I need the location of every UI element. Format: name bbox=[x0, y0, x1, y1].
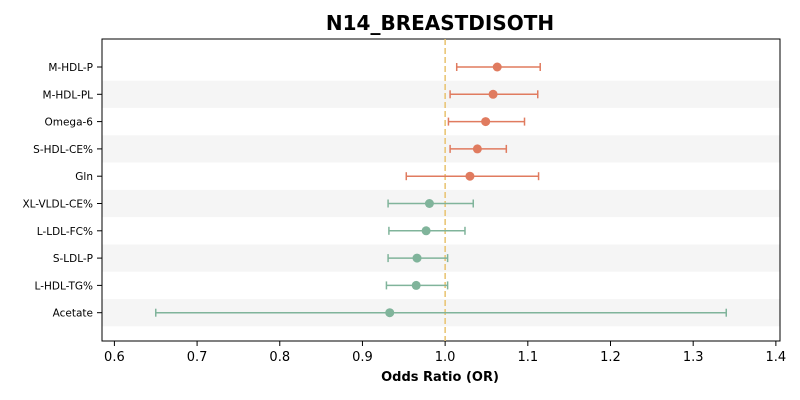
chart-title: N14_BREASTDISOTH bbox=[326, 11, 554, 35]
x-axis: 0.6 0.7 0.8 0.9 1.0 1.1 1.2 1.3 1.4 bbox=[104, 341, 786, 365]
x-tick-label: 1.3 bbox=[683, 350, 704, 365]
y-tick-label: M-HDL-P bbox=[48, 62, 93, 74]
or-point bbox=[421, 226, 431, 236]
forest-row bbox=[387, 253, 449, 263]
forest-row bbox=[154, 308, 728, 318]
data-rows bbox=[154, 62, 728, 318]
plot-frame bbox=[101, 38, 781, 342]
or-point bbox=[385, 308, 395, 318]
y-tick-label: S-LDL-P bbox=[53, 253, 93, 265]
x-tick-label: 1.4 bbox=[766, 350, 787, 365]
x-axis-label: Odds Ratio (OR) bbox=[381, 370, 499, 385]
forest-row bbox=[405, 171, 540, 181]
y-axis: M-HDL-P M-HDL-PL Omega-6 S-HDL-CE% Gln XL-VLD… bbox=[22, 62, 102, 320]
x-tick-label: 0.7 bbox=[187, 350, 208, 365]
y-tick-label: S-HDL-CE% bbox=[33, 144, 93, 156]
y-tick-label: Gln bbox=[75, 171, 93, 183]
forest-row bbox=[385, 280, 449, 290]
forest-row bbox=[387, 199, 474, 208]
y-tick-label: L-HDL-TG% bbox=[35, 280, 93, 292]
x-tick-label: 1.0 bbox=[435, 350, 456, 365]
y-tick-label: L-LDL-FC% bbox=[37, 226, 93, 238]
or-point bbox=[492, 62, 502, 72]
forest-row bbox=[449, 89, 539, 99]
or-point bbox=[481, 117, 491, 127]
forest-row bbox=[449, 144, 508, 154]
y-tick-label: M-HDL-PL bbox=[43, 89, 94, 101]
or-point bbox=[411, 280, 421, 290]
x-tick-label: 1.1 bbox=[517, 350, 538, 365]
forest-row bbox=[388, 226, 466, 236]
row-stripe bbox=[102, 80, 780, 108]
row-stripe bbox=[102, 135, 780, 163]
y-tick-label: XL-VLDL-CE% bbox=[22, 199, 93, 211]
x-tick-label: 1.2 bbox=[600, 350, 621, 365]
or-point bbox=[424, 199, 434, 208]
forest-row bbox=[455, 62, 541, 72]
or-point bbox=[472, 144, 482, 154]
x-tick-label: 0.8 bbox=[269, 350, 290, 365]
or-point bbox=[465, 171, 475, 181]
x-tick-label: 0.9 bbox=[352, 350, 373, 365]
or-point bbox=[412, 253, 422, 263]
forest-row bbox=[447, 117, 526, 127]
x-tick-label: 0.6 bbox=[104, 350, 125, 365]
y-tick-label: Omega-6 bbox=[44, 117, 93, 129]
y-tick-label: Acetate bbox=[53, 308, 93, 320]
or-point bbox=[488, 89, 498, 99]
